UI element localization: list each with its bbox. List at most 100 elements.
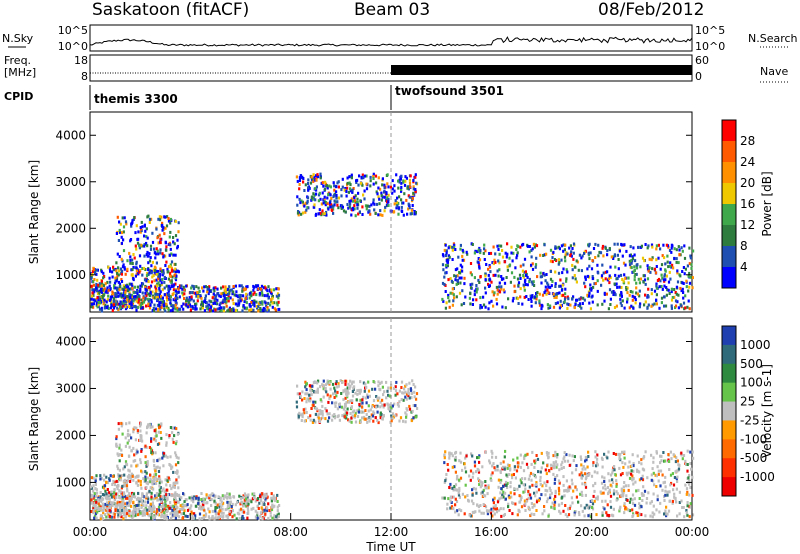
heatmap-cell — [135, 464, 138, 468]
heatmap-cell — [276, 287, 279, 290]
heatmap-cell — [668, 270, 671, 274]
heatmap-cell — [535, 297, 538, 301]
heatmap-cell — [459, 281, 462, 285]
heatmap-cell — [558, 306, 561, 310]
heatmap-cell — [122, 517, 125, 521]
heatmap-cell — [571, 268, 574, 272]
heatmap-cell — [144, 475, 147, 479]
heatmap-cell — [376, 419, 379, 422]
heatmap-cell — [154, 475, 157, 479]
heatmap-cell — [187, 298, 190, 302]
heatmap-cell — [573, 455, 576, 459]
heatmap-cell — [258, 517, 261, 521]
freq-tick-top: 18 — [74, 54, 88, 67]
heatmap-cell — [358, 391, 361, 395]
heatmap-cell — [129, 255, 132, 259]
heatmap-cell — [158, 481, 161, 485]
heatmap-cell — [178, 307, 181, 311]
heatmap-cell — [246, 504, 249, 508]
heatmap-cell — [141, 501, 144, 505]
heatmap-cell — [573, 513, 576, 517]
heatmap-cell — [643, 455, 646, 459]
heatmap-cell — [570, 254, 573, 258]
heatmap-cell — [195, 307, 198, 311]
heatmap-cell — [553, 507, 556, 511]
heatmap-cell — [303, 204, 306, 208]
colorbar-swatch — [722, 246, 736, 268]
heatmap-cell — [393, 184, 396, 188]
heatmap-cell — [167, 284, 170, 288]
heatmap-cell — [353, 207, 356, 211]
heatmap-cell — [560, 294, 563, 298]
heatmap-cell — [133, 285, 137, 289]
heatmap-cell — [682, 506, 685, 509]
heatmap-cell — [466, 494, 469, 497]
heatmap-cell — [117, 269, 121, 273]
heatmap-cell — [499, 491, 502, 495]
heatmap-cell — [409, 387, 412, 391]
heatmap-cell — [222, 497, 225, 501]
heatmap-cell — [346, 203, 349, 206]
heatmap-cell — [276, 509, 279, 513]
heatmap-cell — [497, 478, 500, 482]
heatmap-cell — [236, 501, 239, 504]
heatmap-cell — [374, 416, 377, 420]
heatmap-cell — [650, 304, 653, 308]
heatmap-cell — [337, 185, 340, 189]
heatmap-cell — [269, 291, 273, 295]
heatmap-cell — [567, 486, 570, 490]
heatmap-cell — [119, 284, 122, 288]
heatmap-cell — [160, 294, 163, 298]
heatmap-cell — [586, 293, 589, 297]
heatmap-cell — [635, 291, 638, 295]
heatmap-cell — [317, 416, 320, 420]
heatmap-cell — [583, 514, 586, 518]
heatmap-cell — [349, 384, 352, 388]
heatmap-cell — [109, 280, 112, 284]
heatmap-cell — [551, 279, 554, 283]
heatmap-cell — [163, 275, 166, 279]
heatmap-cell — [260, 506, 263, 510]
heatmap-cell — [519, 453, 522, 457]
heatmap-cell — [560, 501, 563, 505]
heatmap-cell — [185, 299, 188, 303]
heatmap-cell — [179, 507, 182, 511]
heatmap-cell — [153, 296, 156, 300]
heatmap-cell — [354, 414, 357, 418]
heatmap-cell — [236, 304, 239, 308]
heatmap-cell — [226, 516, 229, 520]
heatmap-cell — [591, 277, 594, 281]
heatmap-cell — [580, 476, 583, 480]
heatmap-cell — [393, 402, 396, 406]
heatmap-cell — [125, 222, 128, 226]
heatmap-cell — [415, 415, 418, 419]
heatmap-cell — [441, 263, 445, 267]
heatmap-cell — [152, 309, 155, 313]
heatmap-cell — [174, 471, 177, 474]
heatmap-cell — [115, 279, 118, 283]
heatmap-cell — [247, 493, 250, 497]
heatmap-cell — [155, 272, 158, 276]
heatmap-cell — [141, 439, 144, 443]
heatmap-cell — [246, 495, 249, 499]
heatmap-cell — [92, 280, 95, 284]
heatmap-cell — [216, 503, 219, 507]
heatmap-cell — [361, 213, 364, 216]
heatmap-cell — [138, 297, 141, 301]
heatmap-cell — [493, 291, 496, 295]
heatmap-cell — [549, 277, 553, 281]
heatmap-cell — [383, 183, 386, 187]
heatmap-cell — [135, 510, 138, 514]
y-tick-label: 4000 — [55, 128, 86, 142]
heatmap-cell — [517, 283, 520, 287]
heatmap-cell — [191, 306, 195, 310]
heatmap-cell — [602, 491, 605, 495]
heatmap-cell — [98, 284, 101, 288]
heatmap-cell — [310, 393, 313, 397]
heatmap-cell — [393, 202, 396, 206]
station-title: Saskatoon (fitACF) — [92, 0, 250, 20]
heatmap-cell — [634, 259, 637, 263]
heatmap-cell — [550, 491, 553, 495]
heatmap-cell — [604, 499, 607, 503]
